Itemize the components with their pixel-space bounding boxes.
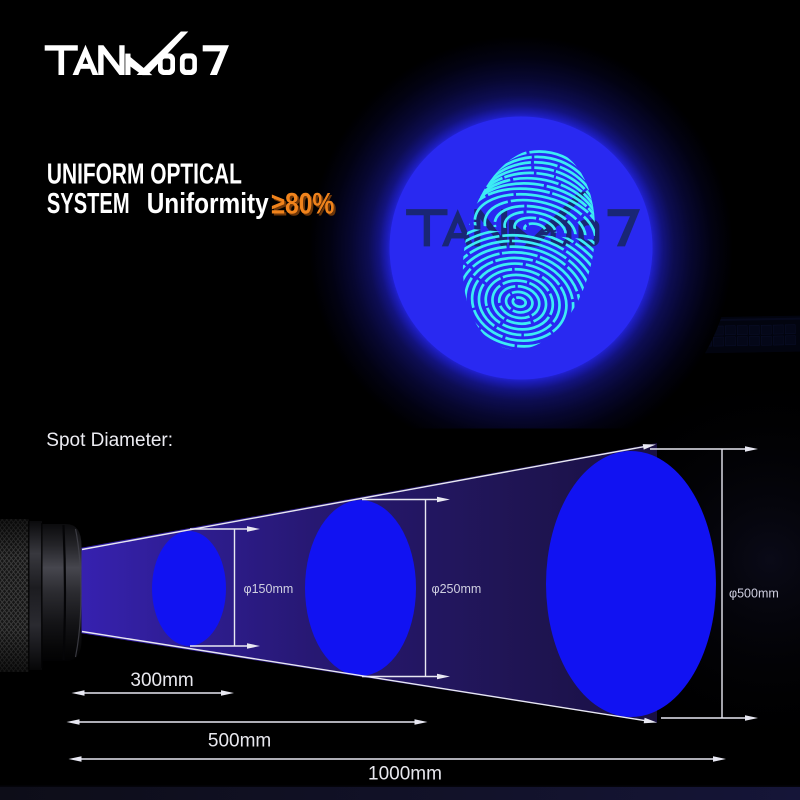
svg-text:≥80%: ≥80% [271, 188, 334, 221]
svg-text:Uniformity: Uniformity [148, 190, 270, 222]
svg-text:300mm: 300mm [130, 670, 193, 691]
svg-text:SYSTEM: SYSTEM [49, 190, 132, 222]
svg-text:Uniformity: Uniformity [147, 188, 269, 220]
svg-text:φ150mm: φ150mm [244, 582, 294, 596]
svg-text:Spot Diameter:: Spot Diameter: [46, 430, 173, 451]
svg-text:UNIFORM OPTICAL: UNIFORM OPTICAL [47, 159, 242, 191]
svg-text:SYSTEM: SYSTEM [47, 188, 130, 220]
svg-text:500mm: 500mm [208, 731, 271, 752]
svg-text:≥80%: ≥80% [273, 190, 336, 223]
svg-text:1000mm: 1000mm [368, 764, 442, 785]
svg-text:UNIFORM OPTICAL: UNIFORM OPTICAL [49, 160, 244, 192]
svg-text:φ500mm: φ500mm [729, 587, 779, 601]
svg-text:φ250mm: φ250mm [432, 582, 482, 596]
